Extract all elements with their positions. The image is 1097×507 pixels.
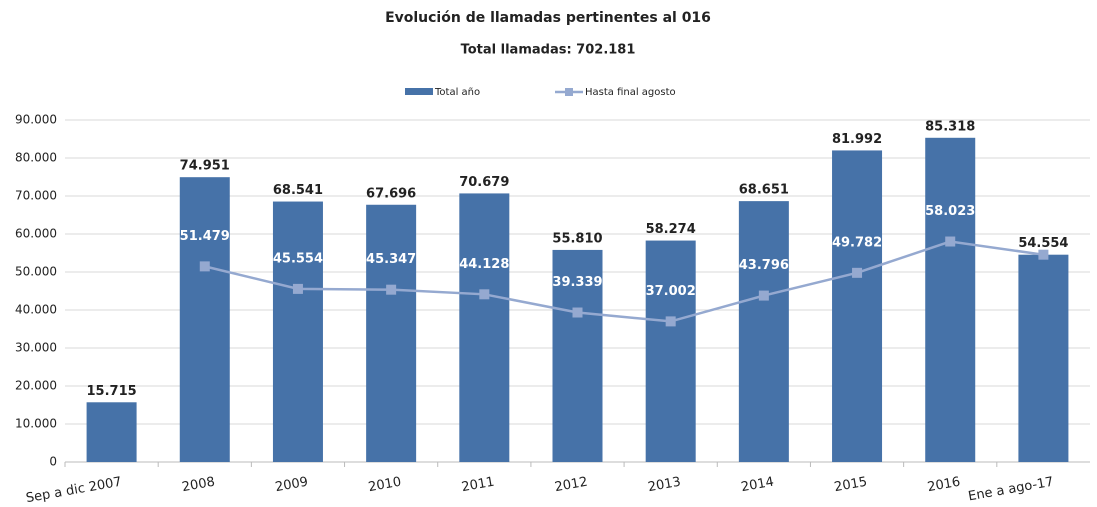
legend-label: Hasta final agosto bbox=[585, 87, 676, 98]
bar bbox=[552, 249, 603, 462]
bar bbox=[925, 137, 976, 462]
line-value-label: 44.128 bbox=[459, 257, 509, 272]
x-tick-label: 2013 bbox=[647, 475, 682, 496]
chart-title: Evolución de llamadas pertinentes al 016 bbox=[385, 10, 711, 26]
bar-value-label: 70.679 bbox=[459, 175, 509, 190]
line-marker bbox=[852, 267, 863, 278]
bar bbox=[179, 177, 230, 462]
x-tick-label: 2011 bbox=[460, 475, 495, 496]
x-tick-label: 2014 bbox=[740, 475, 775, 496]
line-marker bbox=[199, 261, 210, 272]
x-tick-label: 2010 bbox=[367, 475, 402, 496]
bar-value-label: 85.318 bbox=[925, 119, 975, 134]
y-tick-label: 70.000 bbox=[15, 189, 57, 203]
line-value-label: 45.554 bbox=[273, 251, 323, 266]
line-value-label: 58.023 bbox=[925, 204, 975, 219]
x-tick-label: Ene a ago-17 bbox=[967, 475, 1055, 505]
bar bbox=[86, 402, 137, 462]
line-value-label: 37.002 bbox=[646, 284, 696, 299]
y-tick-label: 20.000 bbox=[15, 379, 57, 393]
line-marker bbox=[758, 290, 769, 301]
bar-value-label: 81.992 bbox=[832, 132, 882, 147]
bar bbox=[366, 204, 417, 463]
y-tick-label: 10.000 bbox=[15, 417, 57, 431]
bar-value-label: 68.541 bbox=[273, 183, 323, 198]
x-tick-label: 2016 bbox=[926, 475, 961, 496]
bar-value-label: 58.274 bbox=[646, 222, 696, 237]
line bbox=[204, 240, 1044, 323]
bar bbox=[1018, 254, 1069, 462]
y-tick-label: 0 bbox=[49, 455, 57, 469]
bar bbox=[645, 240, 696, 462]
x-tick-label: 2012 bbox=[554, 475, 589, 496]
y-tick-label: 80.000 bbox=[15, 151, 57, 165]
line-value-label: 43.796 bbox=[739, 258, 789, 273]
y-tick-label: 30.000 bbox=[15, 341, 57, 355]
line-marker bbox=[665, 316, 676, 327]
line-value-label: 51.479 bbox=[180, 229, 230, 244]
legend-swatch bbox=[565, 88, 573, 96]
legend-swatch bbox=[405, 88, 433, 95]
x-tick-label: Sep a dic 2007 bbox=[25, 475, 123, 507]
bar-value-label: 67.696 bbox=[366, 186, 416, 201]
legend-label: Total año bbox=[434, 87, 480, 98]
bar bbox=[272, 201, 323, 463]
x-tick-label: 2009 bbox=[274, 475, 309, 496]
bar-value-label: 55.810 bbox=[552, 231, 602, 246]
x-tick-label: 2008 bbox=[181, 475, 216, 496]
line-marker bbox=[945, 236, 956, 247]
bar bbox=[459, 193, 510, 462]
chart-subtitle: Total llamadas: 702.181 bbox=[461, 43, 636, 58]
y-tick-label: 60.000 bbox=[15, 227, 57, 241]
line-marker bbox=[386, 284, 397, 295]
bar-value-label: 68.651 bbox=[739, 183, 789, 198]
line-value-label: 45.347 bbox=[366, 252, 416, 267]
x-tick-label: 2015 bbox=[833, 475, 868, 496]
line-marker bbox=[572, 307, 583, 318]
line-marker bbox=[479, 289, 490, 300]
y-tick-label: 40.000 bbox=[15, 303, 57, 317]
bar-value-label: 15.715 bbox=[87, 384, 137, 399]
line-marker bbox=[1038, 249, 1049, 260]
y-tick-label: 50.000 bbox=[15, 265, 57, 279]
y-tick-label: 90.000 bbox=[15, 113, 57, 127]
line-marker bbox=[292, 283, 303, 294]
bar bbox=[832, 150, 883, 462]
bar bbox=[738, 201, 789, 462]
bar-value-label: 54.554 bbox=[1018, 236, 1068, 251]
line-value-label: 49.782 bbox=[832, 235, 882, 250]
line-value-label: 39.339 bbox=[552, 275, 602, 290]
bar-value-label: 74.951 bbox=[180, 159, 230, 174]
